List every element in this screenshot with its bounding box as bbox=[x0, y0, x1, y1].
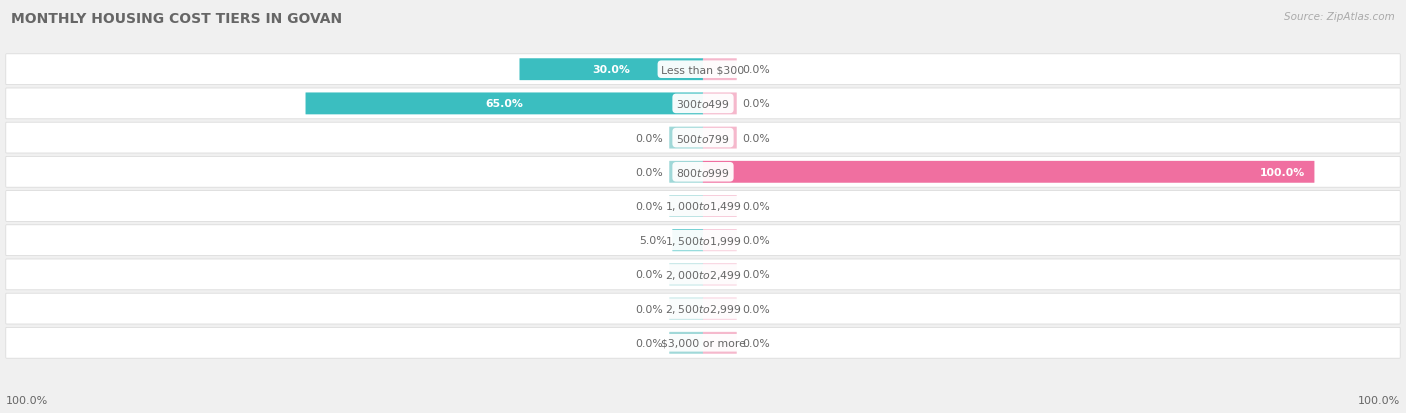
Text: $1,000 to $1,499: $1,000 to $1,499 bbox=[665, 200, 741, 213]
FancyBboxPatch shape bbox=[703, 127, 737, 149]
Text: Source: ZipAtlas.com: Source: ZipAtlas.com bbox=[1284, 12, 1395, 22]
FancyBboxPatch shape bbox=[669, 127, 703, 149]
Text: $300 to $499: $300 to $499 bbox=[676, 98, 730, 110]
Text: 100.0%: 100.0% bbox=[6, 395, 48, 405]
FancyBboxPatch shape bbox=[6, 225, 1400, 256]
FancyBboxPatch shape bbox=[6, 123, 1400, 154]
FancyBboxPatch shape bbox=[6, 191, 1400, 222]
FancyBboxPatch shape bbox=[703, 264, 737, 286]
FancyBboxPatch shape bbox=[703, 93, 737, 115]
Text: 5.0%: 5.0% bbox=[638, 236, 666, 246]
Text: $2,000 to $2,499: $2,000 to $2,499 bbox=[665, 268, 741, 281]
Text: 0.0%: 0.0% bbox=[742, 338, 770, 348]
Text: 0.0%: 0.0% bbox=[636, 270, 664, 280]
Text: 0.0%: 0.0% bbox=[742, 133, 770, 143]
FancyBboxPatch shape bbox=[669, 332, 703, 354]
FancyBboxPatch shape bbox=[669, 196, 703, 217]
FancyBboxPatch shape bbox=[6, 157, 1400, 188]
Text: 100.0%: 100.0% bbox=[1260, 167, 1305, 177]
Text: 65.0%: 65.0% bbox=[485, 99, 523, 109]
Text: 0.0%: 0.0% bbox=[742, 202, 770, 211]
FancyBboxPatch shape bbox=[6, 55, 1400, 85]
Text: 30.0%: 30.0% bbox=[592, 65, 630, 75]
FancyBboxPatch shape bbox=[6, 294, 1400, 324]
FancyBboxPatch shape bbox=[703, 298, 737, 320]
FancyBboxPatch shape bbox=[703, 161, 1315, 183]
Text: Less than $300: Less than $300 bbox=[661, 65, 745, 75]
FancyBboxPatch shape bbox=[6, 328, 1400, 358]
Text: 0.0%: 0.0% bbox=[636, 338, 664, 348]
Text: $3,000 or more: $3,000 or more bbox=[661, 338, 745, 348]
Text: 0.0%: 0.0% bbox=[742, 304, 770, 314]
FancyBboxPatch shape bbox=[703, 196, 737, 217]
FancyBboxPatch shape bbox=[672, 230, 703, 252]
Text: 0.0%: 0.0% bbox=[742, 65, 770, 75]
FancyBboxPatch shape bbox=[703, 59, 737, 81]
Text: 100.0%: 100.0% bbox=[1358, 395, 1400, 405]
Text: MONTHLY HOUSING COST TIERS IN GOVAN: MONTHLY HOUSING COST TIERS IN GOVAN bbox=[11, 12, 343, 26]
Text: 0.0%: 0.0% bbox=[636, 304, 664, 314]
FancyBboxPatch shape bbox=[669, 161, 703, 183]
Text: 0.0%: 0.0% bbox=[742, 270, 770, 280]
Text: 0.0%: 0.0% bbox=[636, 133, 664, 143]
FancyBboxPatch shape bbox=[6, 89, 1400, 119]
Text: 0.0%: 0.0% bbox=[742, 99, 770, 109]
FancyBboxPatch shape bbox=[6, 259, 1400, 290]
FancyBboxPatch shape bbox=[669, 264, 703, 286]
FancyBboxPatch shape bbox=[669, 298, 703, 320]
Text: $1,500 to $1,999: $1,500 to $1,999 bbox=[665, 234, 741, 247]
FancyBboxPatch shape bbox=[305, 93, 703, 115]
Text: 0.0%: 0.0% bbox=[636, 202, 664, 211]
Text: $500 to $799: $500 to $799 bbox=[676, 132, 730, 144]
Text: $800 to $999: $800 to $999 bbox=[676, 166, 730, 178]
Text: $2,500 to $2,999: $2,500 to $2,999 bbox=[665, 302, 741, 316]
Text: 0.0%: 0.0% bbox=[636, 167, 664, 177]
FancyBboxPatch shape bbox=[519, 59, 703, 81]
FancyBboxPatch shape bbox=[703, 230, 737, 252]
FancyBboxPatch shape bbox=[703, 332, 737, 354]
Text: 0.0%: 0.0% bbox=[742, 236, 770, 246]
